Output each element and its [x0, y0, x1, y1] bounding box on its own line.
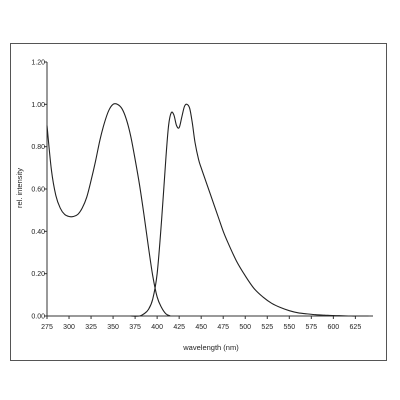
axes-layer — [44, 61, 373, 319]
x-tick-label: 350 — [107, 324, 119, 331]
y-tick-label: 1.00 — [31, 102, 45, 109]
y-tick-label: 0.60 — [31, 187, 45, 194]
emission-spectrum-line — [130, 103, 369, 317]
x-tick-label: 475 — [217, 324, 229, 331]
x-tick-label: 425 — [173, 324, 185, 331]
x-axis-title: wavelength (nm) — [182, 343, 239, 352]
chart-frame — [10, 43, 387, 361]
labels-layer: 0.00 0.20 0.40 0.60 0.80 1.00 1.20 275 300 325 350… — [31, 60, 361, 332]
y-tick-label: 0.20 — [31, 271, 45, 278]
x-tick-label: 600 — [328, 324, 340, 331]
y-axis-title: rel. intensity — [15, 168, 24, 208]
y-tick-label: 0.40 — [31, 229, 45, 236]
y-tick-label: 0.80 — [31, 144, 45, 151]
y-tick-label: 0.00 — [31, 314, 45, 321]
x-tick-label: 550 — [283, 324, 295, 331]
x-tick-label: 500 — [239, 324, 251, 331]
excitation-spectrum-line — [46, 103, 171, 317]
x-tick-label: 400 — [151, 324, 163, 331]
x-tick-label: 375 — [129, 324, 141, 331]
x-tick-label: 575 — [305, 324, 317, 331]
x-tick-label: 625 — [350, 324, 362, 331]
x-tick-label: 450 — [195, 324, 207, 331]
x-tick-label: 325 — [85, 324, 97, 331]
x-tick-label: 275 — [41, 324, 53, 331]
y-tick-label: 1.20 — [31, 60, 45, 67]
x-tick-label: 300 — [63, 324, 75, 331]
x-tick-label: 525 — [261, 324, 273, 331]
series-layer — [46, 103, 369, 317]
